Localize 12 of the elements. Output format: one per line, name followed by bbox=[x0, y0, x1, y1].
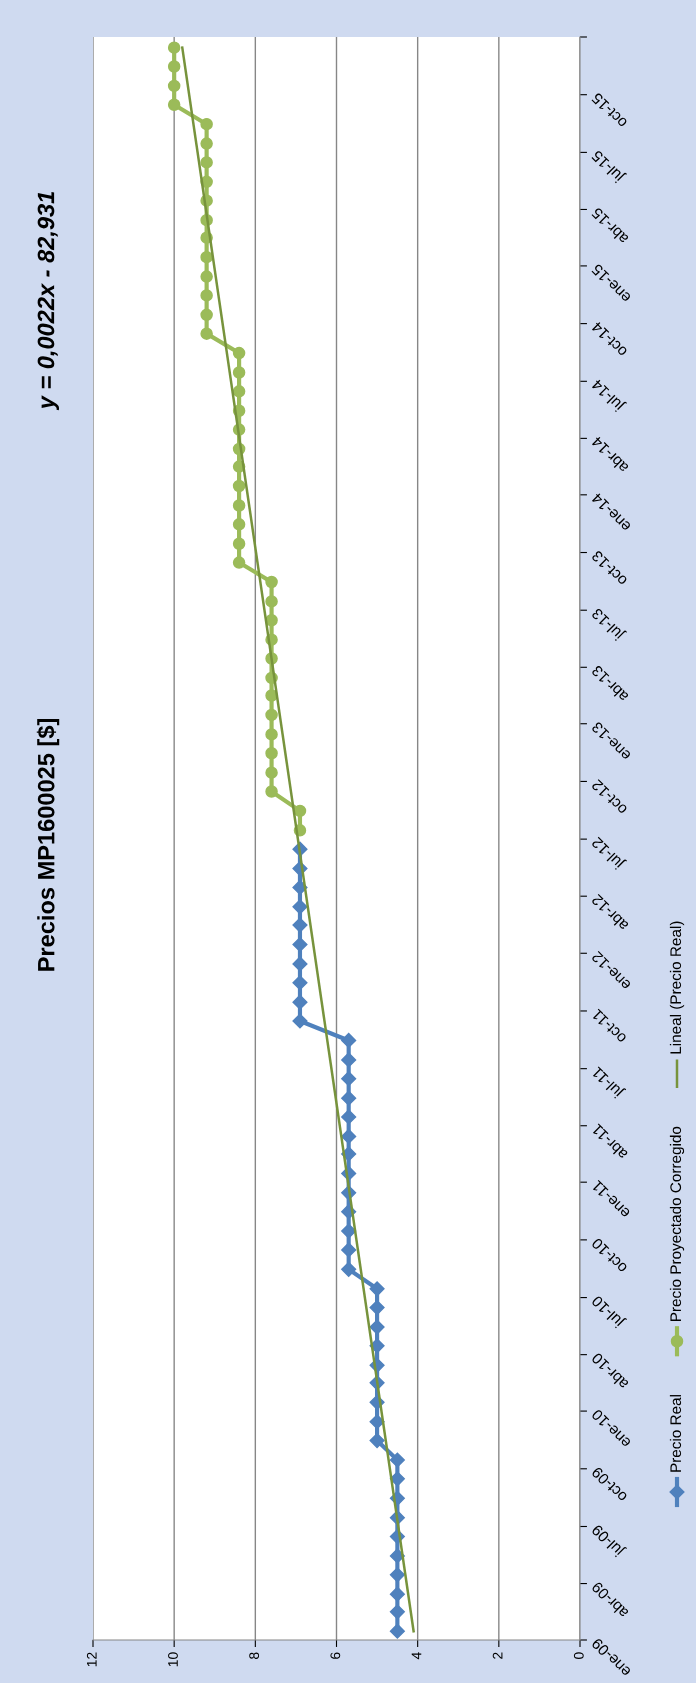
text: Precio Real bbox=[669, 1395, 682, 1472]
x-tick-label: 0 bbox=[573, 1652, 584, 1659]
x-tick-label: 4 bbox=[411, 1652, 422, 1660]
x-tick-label: 8 bbox=[249, 1652, 260, 1659]
x-tick-label: 12 bbox=[86, 1652, 97, 1667]
x-tick-label: 10 bbox=[168, 1652, 178, 1667]
text: Precio Proyectado Corregido bbox=[669, 1126, 685, 1321]
text: y = 0,0022x - 82,931 bbox=[37, 191, 59, 411]
text: Lineal (Precio Real) bbox=[669, 921, 685, 1054]
text: Precios MP1600025 [$] bbox=[36, 719, 60, 971]
x-tick-label: 6 bbox=[330, 1652, 341, 1659]
x-tick-label: 2 bbox=[492, 1652, 503, 1659]
